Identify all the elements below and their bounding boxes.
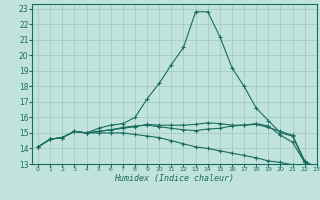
X-axis label: Humidex (Indice chaleur): Humidex (Indice chaleur) (115, 174, 234, 183)
